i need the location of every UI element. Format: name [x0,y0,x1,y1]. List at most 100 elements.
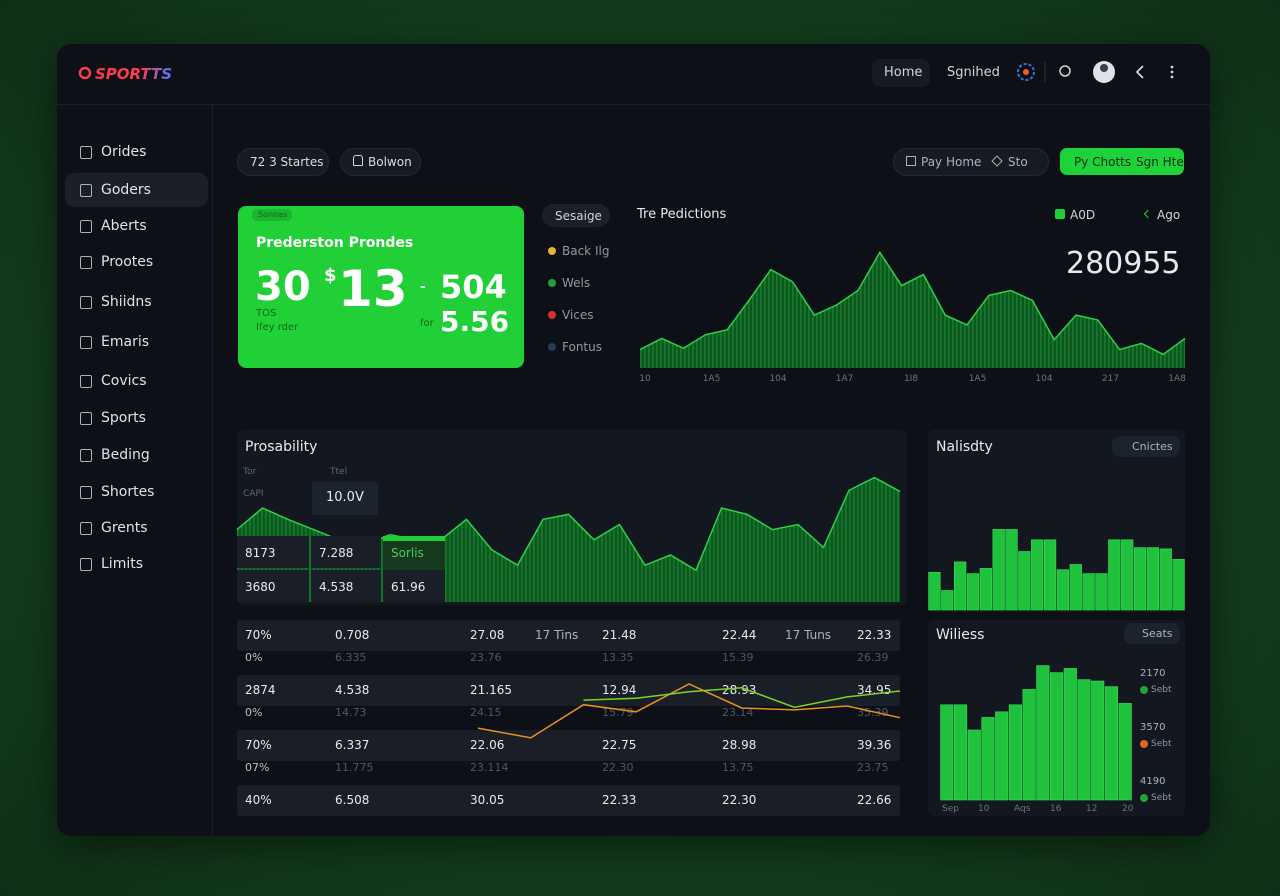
x-tick-label: 1A5 [968,374,987,384]
legend-dot [1140,794,1148,802]
nav-pill[interactable] [872,59,930,87]
promo-number: 30 [255,264,311,310]
bar [941,590,954,611]
panel-button-label[interactable]: Seats [1142,627,1173,640]
x-tick-label: 1I8 [903,374,919,384]
table-subcell: 24.15 [470,706,502,719]
table-subcell: 15.39 [722,651,754,664]
sidebar-item[interactable]: Goders [101,182,151,198]
x-tick-label: 217 [1101,374,1120,384]
bar [1095,573,1108,611]
table-cell: 22.66 [857,793,892,807]
sidebar-item[interactable]: Orides [101,144,147,160]
sidebar-icon [80,449,92,462]
button-label[interactable]: Py Chotts [1074,155,1132,169]
sidebar-item[interactable]: Shiidns [101,294,152,310]
table-subcell: 07% [245,761,270,774]
table-cell-bg [237,570,309,602]
sidebar-item[interactable]: Prootes [101,254,154,270]
legend-dot [1140,686,1148,694]
table-cell-bg [311,570,381,602]
table-cell: 0.708 [335,628,370,642]
pill[interactable] [893,148,1049,176]
location-icon[interactable] [1059,65,1071,77]
legend-label: Sebt [1151,739,1172,749]
table-cell: 17 Tuns [785,628,832,642]
x-tick-label: 104 [769,374,787,384]
sidebar-item[interactable]: Aberts [101,218,147,234]
x-tick-label: 1A5 [702,374,721,384]
table-cell: 70% [245,628,272,642]
chart-title: Tre Pedictions [637,207,727,222]
table-cell: 22.75 [602,738,637,752]
panel-button[interactable] [1124,623,1180,644]
table-subcell: 22.30 [602,761,634,774]
bar [1121,539,1134,611]
sidebar-item[interactable]: Shortes [101,484,155,500]
table-subcell: 26.39 [857,651,889,664]
toolbar-item[interactable]: 72 3 Startes [250,155,324,169]
sidebar-item[interactable]: Covics [101,373,147,389]
sidebar-icon [80,184,92,197]
menu-dot[interactable] [1170,65,1174,69]
chart-control[interactable]: A0D [1070,208,1096,222]
bar [1077,679,1091,801]
button[interactable] [1060,148,1184,175]
sidebar-item[interactable]: Limits [101,556,143,572]
button-label[interactable]: Sgn Hte [1136,155,1184,169]
table-subcell: 6.335 [335,651,367,664]
legend-label: Back Ilg [562,244,610,258]
table-cell: 27.08 [470,628,505,642]
promo-tag [252,209,292,221]
table-cell: 4.538 [319,580,354,594]
panel-button-label[interactable]: Cnictes [1132,440,1173,453]
nav-link[interactable]: Sgnihed [947,65,1000,80]
globe-icon[interactable] [1017,63,1035,81]
legend-label: Fontus [562,340,602,354]
bar [979,568,992,611]
table-cell: 3680 [245,580,276,594]
table-cell: 17 Tins [535,628,579,642]
sidebar-item[interactable]: Sports [101,410,146,426]
sidebar-item[interactable]: Beding [101,447,150,463]
promo-currency: $ [324,265,337,286]
toolbar-item[interactable]: Sto [1008,155,1028,169]
bar [1063,668,1077,801]
table-row [237,785,900,816]
line [477,683,901,739]
menu-dot[interactable] [1170,75,1174,79]
back-icon[interactable] [1135,65,1144,79]
promo-dash: - [420,280,426,295]
sidebar-active [65,173,208,207]
table-row [237,620,900,651]
menu-dot[interactable] [1170,70,1174,74]
table-subcell: 15.79 [602,706,634,719]
pill[interactable] [237,148,329,176]
nav-link[interactable]: Home [884,65,923,80]
sidebar-item[interactable]: Emaris [101,334,150,350]
x-tick-label: 10 [978,804,990,814]
panel-title: Nalisdty [936,439,993,455]
panel-button[interactable] [1112,436,1180,457]
chart [928,529,1185,611]
logo[interactable]: SPORTTS [95,65,173,83]
toolbar-item[interactable]: Pay Home [921,155,982,169]
table-cell: 22.33 [857,628,892,642]
table-cell: 70% [245,738,272,752]
legend-label: Sebt [1151,685,1172,695]
bar [1133,547,1147,611]
table-cell: 21.165 [470,683,512,697]
table-cell: 22.33 [602,793,637,807]
promo-small: TOS [256,308,277,319]
sidebar-item[interactable]: Grents [101,520,148,536]
toolbar-item[interactable]: Bolwon [368,155,412,169]
table-cell: 8173 [245,546,276,560]
table-cell-bg [311,536,381,568]
table-row [237,675,900,706]
chart [940,665,1132,801]
chart-control[interactable]: Ago [1157,208,1181,222]
bar [1031,539,1044,611]
table-cell: 28.93 [722,683,757,697]
legend-dot [548,311,556,319]
